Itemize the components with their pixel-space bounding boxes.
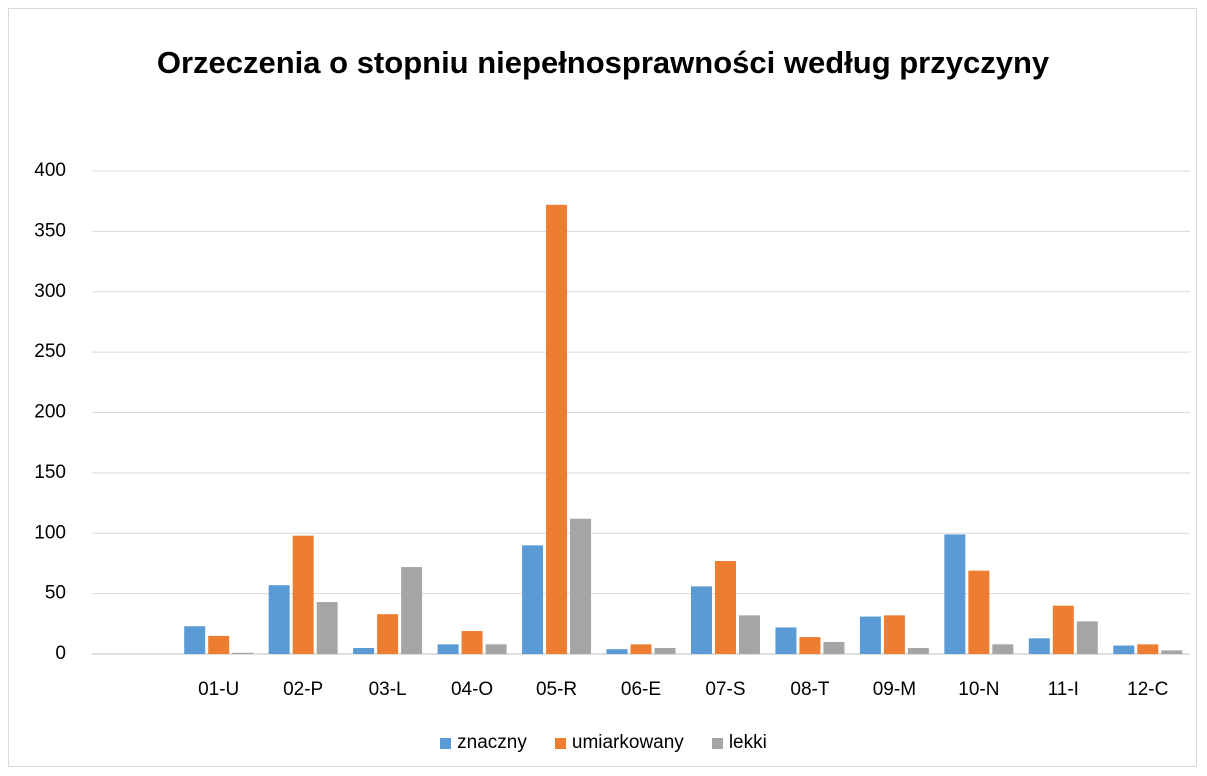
- bar: [1137, 644, 1159, 654]
- bar: [823, 641, 845, 654]
- bar: [184, 626, 206, 654]
- bar: [522, 545, 544, 654]
- x-tick-label: 03-L: [369, 679, 407, 700]
- legend-label: znaczny: [457, 732, 527, 753]
- bar: [268, 585, 290, 654]
- x-tick-label: 01-U: [198, 679, 239, 700]
- legend: znaczny umiarkowany lekki: [0, 732, 1207, 754]
- bar: [1028, 638, 1050, 654]
- x-tick-label: 12-C: [1127, 679, 1168, 700]
- bar: [208, 635, 230, 654]
- x-tick-label: 08-T: [790, 679, 829, 700]
- bar: [630, 644, 652, 654]
- bar: [377, 614, 399, 654]
- y-tick-label: 50: [45, 583, 66, 604]
- bar: [738, 615, 760, 654]
- legend-item: znaczny: [440, 732, 527, 754]
- x-tick-label: 05-R: [536, 679, 577, 700]
- bar: [316, 602, 338, 654]
- legend-label: umiarkowany: [571, 732, 684, 753]
- y-tick-label: 200: [34, 402, 66, 423]
- bar: [546, 204, 568, 654]
- bar: [1161, 650, 1183, 654]
- bar: [775, 627, 797, 654]
- y-tick-label: 400: [34, 160, 66, 181]
- bar: [907, 647, 929, 654]
- bar: [292, 535, 314, 654]
- x-tick-label: 02-P: [283, 679, 323, 700]
- legend-label: lekki: [728, 732, 767, 753]
- y-tick-label: 350: [34, 220, 66, 241]
- bar: [232, 652, 254, 654]
- bar: [401, 567, 423, 654]
- y-tick-label: 300: [34, 281, 66, 302]
- y-tick-label: 250: [34, 341, 66, 362]
- x-tick-label: 11-I: [1048, 679, 1079, 700]
- chart-frame: [8, 8, 1197, 767]
- bar: [606, 649, 628, 654]
- bar: [461, 631, 483, 654]
- bar: [1113, 645, 1135, 654]
- bar: [437, 644, 459, 654]
- bar: [654, 647, 676, 654]
- bar: [799, 637, 821, 654]
- y-tick-label: 150: [34, 462, 66, 483]
- y-tick-label: 100: [34, 522, 66, 543]
- x-tick-label: 06-E: [621, 679, 661, 700]
- bar: [1052, 605, 1074, 654]
- bar: [1076, 621, 1098, 654]
- legend-swatch: [554, 737, 566, 749]
- x-tick-label: 07-S: [705, 679, 745, 700]
- bar: [485, 644, 507, 654]
- bar: [570, 518, 592, 654]
- bar: [353, 647, 375, 654]
- bar: [992, 644, 1014, 654]
- x-tick-label: 10-N: [958, 679, 999, 700]
- legend-swatch: [711, 737, 723, 749]
- bar: [690, 586, 712, 654]
- x-tick-label: 04-O: [451, 679, 493, 700]
- bar: [859, 616, 881, 654]
- bar: [883, 615, 905, 654]
- legend-swatch: [440, 737, 452, 749]
- bar: [944, 534, 966, 654]
- y-tick-label: 0: [55, 643, 66, 664]
- bar: [968, 570, 990, 654]
- legend-item: lekki: [711, 732, 767, 754]
- bar: [714, 561, 736, 654]
- x-tick-label: 09-M: [873, 679, 916, 700]
- legend-item: umiarkowany: [554, 732, 684, 754]
- chart-title: Orzeczenia o stopniu niepełnosprawności …: [156, 45, 1050, 80]
